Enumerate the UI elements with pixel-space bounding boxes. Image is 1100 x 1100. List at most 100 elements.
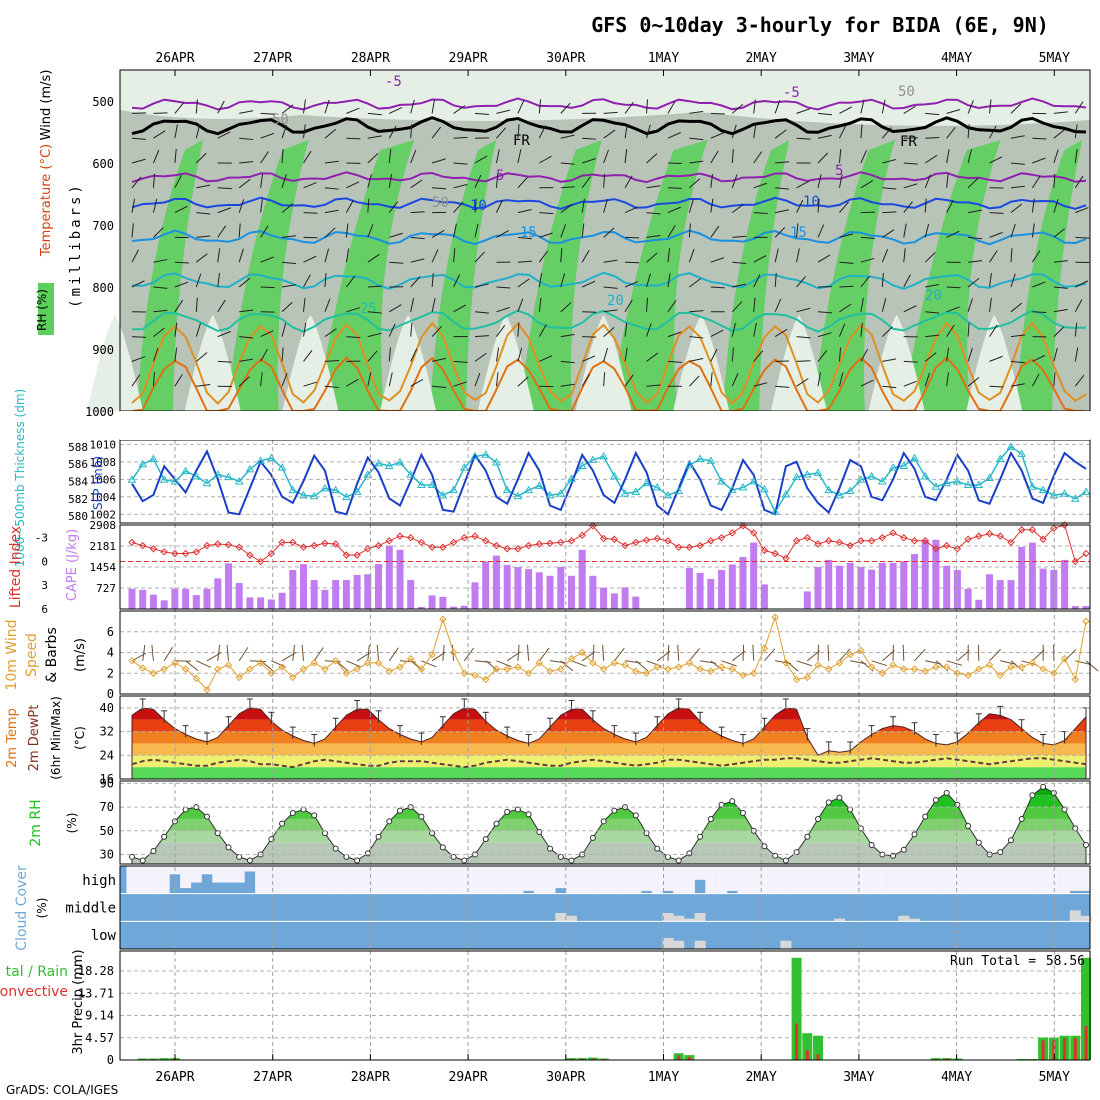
cape-bar bbox=[514, 567, 522, 609]
wind-barb bbox=[1010, 223, 1016, 238]
thickness-point bbox=[256, 456, 265, 464]
wind-barb bbox=[731, 124, 737, 139]
rh-point bbox=[568, 857, 575, 864]
wind-barb bbox=[410, 179, 423, 189]
wind-barb bbox=[775, 209, 789, 214]
wind-speed-point bbox=[932, 663, 940, 671]
wind-speed-point bbox=[385, 667, 393, 675]
contour-label: 25 bbox=[360, 301, 377, 317]
panel-bg-slp bbox=[120, 440, 1090, 523]
wind-barb bbox=[376, 644, 380, 661]
wind-barb bbox=[517, 278, 530, 288]
cloud-cell bbox=[180, 866, 192, 889]
wind-barb bbox=[967, 277, 980, 288]
panel-border-cloud bbox=[119, 865, 1091, 950]
temp-y-tick: 16 bbox=[100, 772, 114, 786]
wind-barb bbox=[603, 111, 618, 114]
wind-barb bbox=[281, 347, 284, 362]
wind-barb bbox=[774, 129, 787, 139]
wind-barb bbox=[689, 648, 700, 662]
wind-barb bbox=[1010, 162, 1025, 165]
wind-barb bbox=[881, 249, 889, 263]
wind-barb bbox=[882, 358, 897, 362]
wind-barb bbox=[560, 334, 575, 338]
wind-barb bbox=[839, 106, 853, 114]
wind-barb bbox=[914, 648, 926, 662]
wind-barb bbox=[968, 236, 983, 240]
cloud-cell bbox=[319, 866, 331, 894]
thickness-point bbox=[953, 477, 962, 485]
thickness-point bbox=[867, 471, 876, 480]
cape-bar bbox=[396, 549, 404, 609]
wind-barb bbox=[367, 198, 370, 213]
panel-border-rh bbox=[119, 780, 1091, 865]
wind-y-tick: 6 bbox=[107, 625, 114, 639]
wind-barb bbox=[624, 206, 639, 214]
wind-barb bbox=[624, 347, 628, 362]
wind-speed-point bbox=[642, 669, 651, 677]
wind-barb bbox=[239, 358, 254, 362]
wind-speed-point bbox=[707, 667, 715, 675]
wind-barb bbox=[174, 347, 178, 362]
wind-barb bbox=[1053, 129, 1066, 139]
wind-barb bbox=[882, 211, 897, 214]
cape-bar bbox=[525, 569, 533, 609]
wind-barb bbox=[538, 647, 550, 662]
wind-barb bbox=[474, 352, 487, 362]
cloud-cell bbox=[415, 866, 427, 894]
wind-barb bbox=[388, 372, 393, 387]
li-ylabel: Lifted Index bbox=[8, 526, 24, 608]
upper-ylabel-mb: (millibars) bbox=[68, 182, 84, 308]
wind-barb bbox=[603, 347, 609, 362]
wind-barb bbox=[646, 235, 661, 238]
wind-barb bbox=[292, 644, 295, 661]
cape-bar bbox=[696, 572, 704, 609]
wind-barb bbox=[881, 127, 892, 139]
cape-bar bbox=[932, 539, 940, 609]
li-point bbox=[1017, 526, 1026, 534]
wind-barb bbox=[710, 225, 720, 238]
wind-barb bbox=[774, 100, 781, 114]
wind-barb bbox=[196, 184, 211, 189]
wind-barb bbox=[839, 201, 849, 213]
wind-barb bbox=[538, 273, 543, 288]
wind-barb bbox=[538, 125, 546, 139]
thickness-point bbox=[845, 486, 855, 495]
wind-barb bbox=[752, 644, 755, 661]
upper-ylabel-wind: Wind (m/s) bbox=[39, 70, 54, 141]
thickness-point bbox=[202, 478, 212, 487]
wind-barb bbox=[774, 248, 779, 263]
upper-panel-gap bbox=[120, 411, 1090, 440]
wind-speed-point bbox=[632, 667, 640, 675]
thickness-point bbox=[395, 457, 405, 466]
rh-point bbox=[504, 808, 511, 815]
wind-barb bbox=[367, 135, 382, 139]
wind-barb bbox=[731, 301, 743, 313]
cape-bar bbox=[921, 539, 929, 609]
thickness-point bbox=[567, 474, 576, 482]
thickness-point bbox=[1038, 485, 1048, 494]
li-point bbox=[953, 545, 962, 553]
thickness-point bbox=[277, 463, 287, 471]
thickness-point bbox=[974, 480, 984, 488]
wind-barb bbox=[946, 200, 954, 213]
wind-barb bbox=[646, 153, 658, 164]
wind-barb bbox=[903, 223, 907, 238]
wind-barb bbox=[1074, 374, 1085, 387]
cloud-cell bbox=[823, 866, 835, 894]
wind-barb bbox=[152, 347, 159, 362]
cloud-cell bbox=[1005, 866, 1017, 894]
thickness-point bbox=[717, 477, 726, 485]
wind-speed-point bbox=[353, 665, 361, 673]
wind-barb bbox=[196, 660, 212, 668]
rh-point bbox=[943, 789, 950, 796]
wind-barb bbox=[410, 99, 415, 114]
wind-speed-point bbox=[696, 665, 704, 673]
rh-point bbox=[289, 810, 296, 817]
wind-barb bbox=[688, 248, 695, 263]
wind-barb bbox=[539, 212, 554, 215]
wind-barb bbox=[453, 274, 461, 288]
cape-bar bbox=[482, 561, 490, 609]
li-point bbox=[932, 545, 940, 553]
upper-y-tick: 1000 bbox=[85, 405, 114, 419]
